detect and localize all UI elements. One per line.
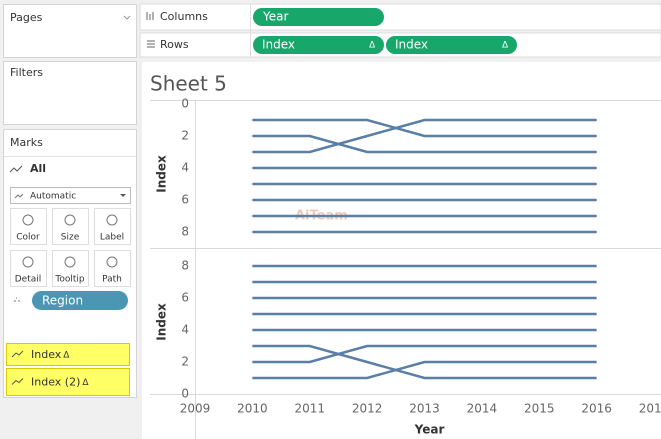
rows-label: Rows: [160, 38, 189, 51]
mark-type: Automatic: [30, 192, 76, 202]
row-pill-text: Index: [262, 38, 295, 52]
rows-icon: [147, 40, 155, 48]
year-pill[interactable]: [253, 8, 384, 26]
y-tick-label: 8: [181, 225, 189, 239]
measure-field[interactable]: [6, 343, 130, 366]
row-pill[interactable]: [253, 36, 384, 54]
pages-card: [3, 4, 137, 58]
series-line: [252, 118, 597, 154]
mark-button-label: Tooltip: [54, 275, 85, 285]
mark-button-label: Label: [100, 233, 124, 243]
mark-button[interactable]: [94, 250, 131, 287]
measure-delta: Δ: [82, 378, 89, 388]
x-axis-title: Year: [414, 423, 445, 437]
y-tick-label: 2: [181, 355, 189, 369]
row-pill-text: Index: [395, 38, 428, 52]
x-tick-label: 2017: [639, 402, 661, 416]
mark-button[interactable]: [52, 250, 89, 287]
measure-name: Index: [31, 348, 62, 361]
x-tick-label: 2012: [352, 402, 383, 416]
row-pill[interactable]: [386, 36, 517, 54]
button-icon: [22, 256, 34, 268]
x-tick-label: 2009: [180, 402, 211, 416]
line-icon: [9, 165, 23, 173]
mark-button-label: Detail: [15, 275, 42, 285]
filters-title: Filters: [10, 66, 43, 79]
measure-field[interactable]: [6, 368, 130, 396]
filters-card: [3, 61, 137, 125]
pages-title: Pages: [10, 11, 43, 24]
y-tick-label: 6: [181, 193, 189, 207]
button-icon: [106, 214, 118, 226]
button-icon: [22, 214, 34, 226]
mark-button[interactable]: [10, 208, 47, 245]
y-tick-label: 8: [181, 259, 189, 273]
x-tick-label: 2013: [409, 402, 440, 416]
region-pill[interactable]: [32, 291, 128, 310]
sheet-title: Sheet 5: [150, 72, 227, 96]
marks-all[interactable]: All: [30, 162, 46, 175]
mark-button[interactable]: [10, 250, 47, 287]
x-tick-label: 2010: [237, 402, 268, 416]
plot: 0 2 4 6 8 Index 0 2 4 6 8 Index 2009 2010 2011 2012 2013…: [155, 97, 661, 437]
x-tick-label: 2016: [581, 402, 612, 416]
detail-icon: [14, 297, 20, 302]
marks-title: Marks: [10, 136, 43, 149]
series-line: [252, 344, 597, 380]
mark-button-label: Size: [61, 233, 80, 243]
series-line: [252, 118, 597, 138]
y-axis-title: Index: [155, 303, 169, 341]
sheet: [142, 62, 661, 439]
line-icon: [14, 193, 24, 199]
y-tick-label: 4: [181, 161, 189, 175]
dropdown-arrow: [120, 194, 126, 197]
mark-button[interactable]: [94, 208, 131, 245]
y-tick-label: 4: [181, 323, 189, 337]
y-tick-label: 0: [181, 97, 189, 111]
mark-type-dropdown[interactable]: [10, 187, 131, 204]
year-pill-text: Year: [262, 10, 288, 24]
columns-shelf: [139, 3, 661, 31]
row-pill-delta: Δ: [502, 41, 509, 51]
button-icon: [64, 256, 76, 268]
button-icon: [106, 256, 118, 268]
mark-button-label: Color: [16, 233, 40, 243]
x-tick-label: 2015: [524, 402, 555, 416]
x-tick-label: 2014: [467, 402, 498, 416]
y-tick-label: 6: [181, 291, 189, 305]
x-tick-label: 2011: [294, 402, 325, 416]
row-pills: Index Δ Index Δ: [253, 36, 517, 54]
measure-name: Index (2): [31, 376, 80, 389]
y-tick-label: 0: [181, 387, 189, 401]
columns-label: Columns: [160, 10, 208, 23]
columns-icon: [146, 12, 154, 20]
y-axis-title: Index: [155, 155, 169, 193]
line-icon: [11, 350, 24, 358]
measure-delta: Δ: [63, 351, 70, 361]
row-pill-delta: Δ: [369, 41, 376, 51]
line-icon: [11, 378, 24, 385]
button-icon: [64, 214, 76, 226]
mark-buttons: Color Size Label Detail Tooltip Path: [10, 208, 131, 287]
dropdown-arrow[interactable]: [123, 15, 131, 20]
series-line: [252, 344, 597, 364]
mark-button-label: Path: [102, 275, 122, 285]
series-line: [252, 134, 597, 154]
series-line: [252, 360, 597, 380]
mark-button[interactable]: [52, 208, 89, 245]
region-pill-text: Region: [42, 294, 83, 308]
y-tick-label: 2: [181, 129, 189, 143]
